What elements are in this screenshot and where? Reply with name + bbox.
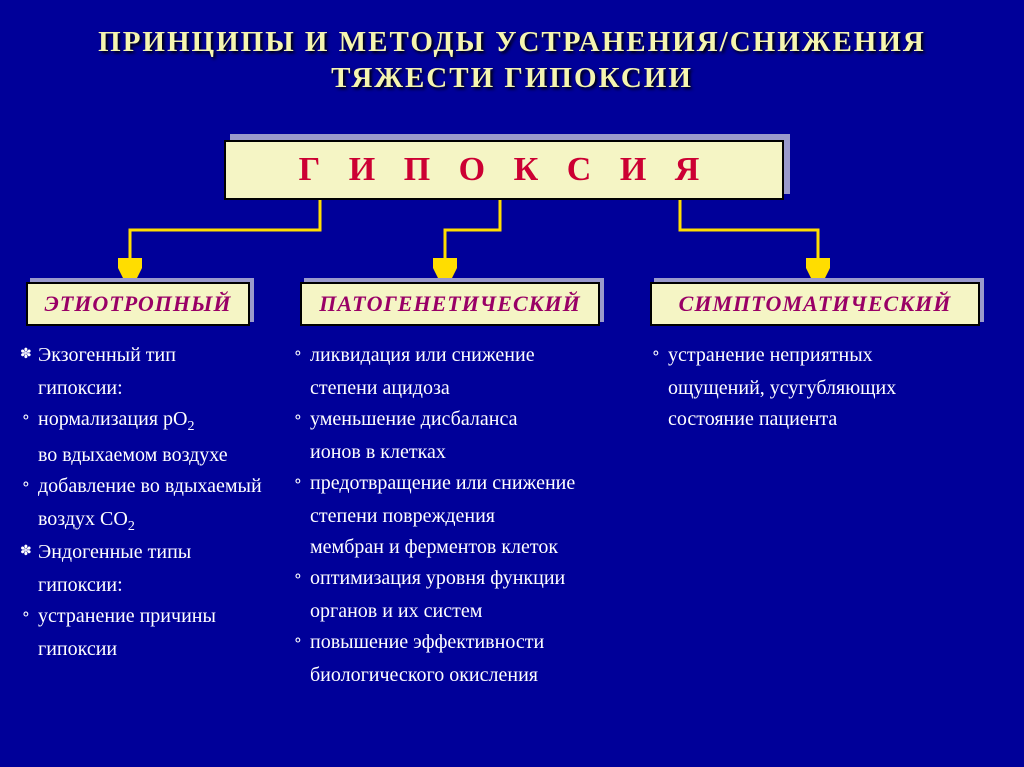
col2-item-3b: степени повреждения bbox=[292, 501, 632, 532]
title-line-2: ТЯЖЕСТИ ГИПОКСИИ bbox=[331, 62, 693, 94]
col1-heading-2: Эндогенные типы bbox=[38, 537, 290, 568]
col2-item-2: уменьшение дисбаланса bbox=[310, 404, 632, 435]
col2-item-3: предотвращение или снижение bbox=[310, 468, 632, 499]
col1-item-2: добавление во вдыхаемый bbox=[38, 471, 290, 502]
bullet-icon: ⚬ bbox=[292, 627, 310, 658]
col1-heading-1b: гипоксии: bbox=[20, 373, 290, 404]
bullet-icon: ⚬ bbox=[292, 563, 310, 594]
col2-item-4: оптимизация уровня функции bbox=[310, 563, 632, 594]
column-etiotropic: ✽Экзогенный тип гипоксии: ⚬нормализация … bbox=[20, 340, 290, 665]
sub-box-symptomatic: СИМПТОМАТИЧЕСКИЙ bbox=[650, 282, 980, 326]
main-box-container: Г И П О К С И Я bbox=[224, 140, 784, 200]
col1-item-3b: гипоксии bbox=[20, 634, 290, 665]
col2-item-5b: биологического окисления bbox=[292, 660, 632, 691]
column-pathogenetic: ⚬ликвидация или снижение степени ацидоза… bbox=[292, 340, 632, 691]
col1-item-1: нормализация рО2 bbox=[38, 404, 290, 438]
bullet-icon: ⚬ bbox=[20, 471, 38, 502]
asterisk-icon: ✽ bbox=[20, 537, 38, 568]
col2-item-2b: ионов в клетках bbox=[292, 437, 632, 468]
column-symptomatic: ⚬устранение неприятных ощущений, усугубл… bbox=[650, 340, 990, 435]
col2-item-5: повышение эффективности bbox=[310, 627, 632, 658]
slide-title: ПРИНЦИПЫ И МЕТОДЫ УСТРАНЕНИЯ/СНИЖЕНИЯ ТЯ… bbox=[0, 0, 1024, 107]
col3-item-1: устранение неприятных bbox=[668, 340, 990, 371]
col1-item-3: устранение причины bbox=[38, 601, 290, 632]
col2-item-3c: мембран и ферментов клеток bbox=[292, 532, 632, 563]
asterisk-icon: ✽ bbox=[20, 340, 38, 371]
col3-item-1c: состояние пациента bbox=[650, 404, 990, 435]
col2-item-1b: степени ацидоза bbox=[292, 373, 632, 404]
col2-item-4b: органов и их систем bbox=[292, 596, 632, 627]
col2-item-1: ликвидация или снижение bbox=[310, 340, 632, 371]
main-box: Г И П О К С И Я bbox=[224, 140, 784, 200]
bullet-icon: ⚬ bbox=[292, 340, 310, 371]
col3-item-1b: ощущений, усугубляющих bbox=[650, 373, 990, 404]
sub-box-pathogenetic: ПАТОГЕНЕТИЧЕСКИЙ bbox=[300, 282, 600, 326]
bullet-icon: ⚬ bbox=[292, 404, 310, 435]
bullet-icon: ⚬ bbox=[20, 601, 38, 632]
title-line-1: ПРИНЦИПЫ И МЕТОДЫ УСТРАНЕНИЯ/СНИЖЕНИЯ bbox=[98, 26, 926, 58]
bullet-icon: ⚬ bbox=[650, 340, 668, 371]
bullet-icon: ⚬ bbox=[20, 404, 38, 438]
sub-box-etiotropic: ЭТИОТРОПНЫЙ bbox=[26, 282, 250, 326]
col1-item-2b: воздух СО2 bbox=[20, 504, 290, 538]
bullet-icon: ⚬ bbox=[292, 468, 310, 499]
col1-item-1b: во вдыхаемом воздухе bbox=[20, 440, 290, 471]
col1-heading-2b: гипоксии: bbox=[20, 570, 290, 601]
col1-heading-1: Экзогенный тип bbox=[38, 340, 290, 371]
